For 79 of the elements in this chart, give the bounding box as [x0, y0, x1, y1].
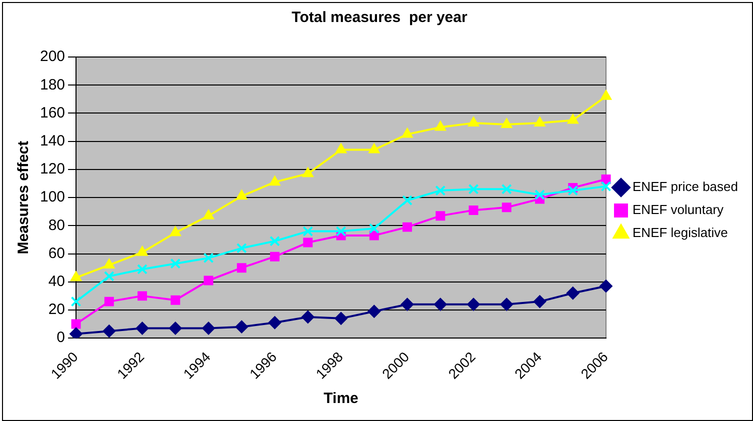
y-tick-label: 100 — [40, 188, 66, 206]
point — [566, 286, 580, 300]
point — [434, 120, 446, 131]
point — [71, 319, 81, 329]
point — [270, 252, 280, 262]
point — [568, 185, 578, 196]
point — [302, 167, 314, 178]
y-tick-label: 160 — [40, 104, 66, 122]
point — [334, 312, 348, 325]
point — [168, 322, 182, 335]
point — [435, 185, 446, 196]
point — [136, 322, 149, 335]
point — [600, 90, 612, 100]
point — [533, 295, 546, 308]
y-axis-title: Measures effect — [15, 140, 32, 254]
point — [235, 320, 248, 334]
point — [368, 304, 381, 318]
point — [600, 280, 613, 293]
legend-label: ENEF legislative — [632, 225, 728, 240]
y-tick-label: 40 — [48, 273, 66, 290]
point — [436, 211, 446, 221]
point — [236, 242, 247, 254]
point — [302, 226, 314, 237]
chart-title: Total measures per year — [292, 9, 468, 26]
point — [70, 296, 82, 307]
point — [136, 246, 148, 256]
y-tick-label: 0 — [56, 329, 66, 346]
y-tick-label: 60 — [48, 244, 66, 262]
y-tick-label: 80 — [48, 216, 66, 234]
point — [102, 324, 116, 338]
point — [368, 223, 380, 234]
point — [468, 184, 479, 194]
point — [138, 291, 148, 301]
point — [335, 143, 347, 154]
point — [104, 296, 114, 306]
point — [236, 190, 248, 200]
legend-label: ENEF price based — [632, 179, 738, 194]
point — [301, 310, 314, 324]
point — [303, 238, 313, 248]
point — [402, 222, 412, 232]
y-tick-label: 20 — [48, 301, 66, 318]
y-tick-label: 140 — [40, 132, 66, 150]
point — [268, 316, 282, 330]
point — [500, 298, 514, 311]
y-tick-label: 120 — [40, 160, 66, 178]
point — [202, 322, 216, 335]
y-tick-label: 180 — [40, 76, 66, 94]
point — [402, 195, 413, 206]
point — [501, 184, 512, 194]
point — [204, 276, 214, 286]
point — [203, 252, 214, 264]
point — [502, 202, 512, 212]
point — [236, 263, 246, 273]
y-tick-label: 200 — [40, 48, 66, 66]
point — [534, 116, 546, 127]
point — [434, 298, 447, 311]
point — [170, 258, 181, 269]
point — [402, 128, 413, 138]
point — [567, 114, 579, 124]
point — [468, 205, 478, 215]
point — [468, 116, 480, 127]
point — [467, 298, 480, 311]
point — [400, 298, 414, 311]
point — [534, 189, 546, 200]
point — [336, 226, 346, 237]
point — [270, 236, 280, 246]
point — [170, 295, 180, 305]
point — [170, 226, 182, 236]
point — [137, 264, 148, 274]
point — [269, 176, 280, 186]
point — [104, 271, 114, 282]
point — [103, 258, 115, 269]
point — [368, 143, 380, 154]
point — [70, 271, 82, 282]
point — [202, 209, 214, 220]
x-axis-title: Time — [324, 390, 358, 408]
point — [500, 118, 512, 128]
point — [600, 181, 612, 192]
legend-label: ENEF voluntary — [632, 202, 724, 218]
